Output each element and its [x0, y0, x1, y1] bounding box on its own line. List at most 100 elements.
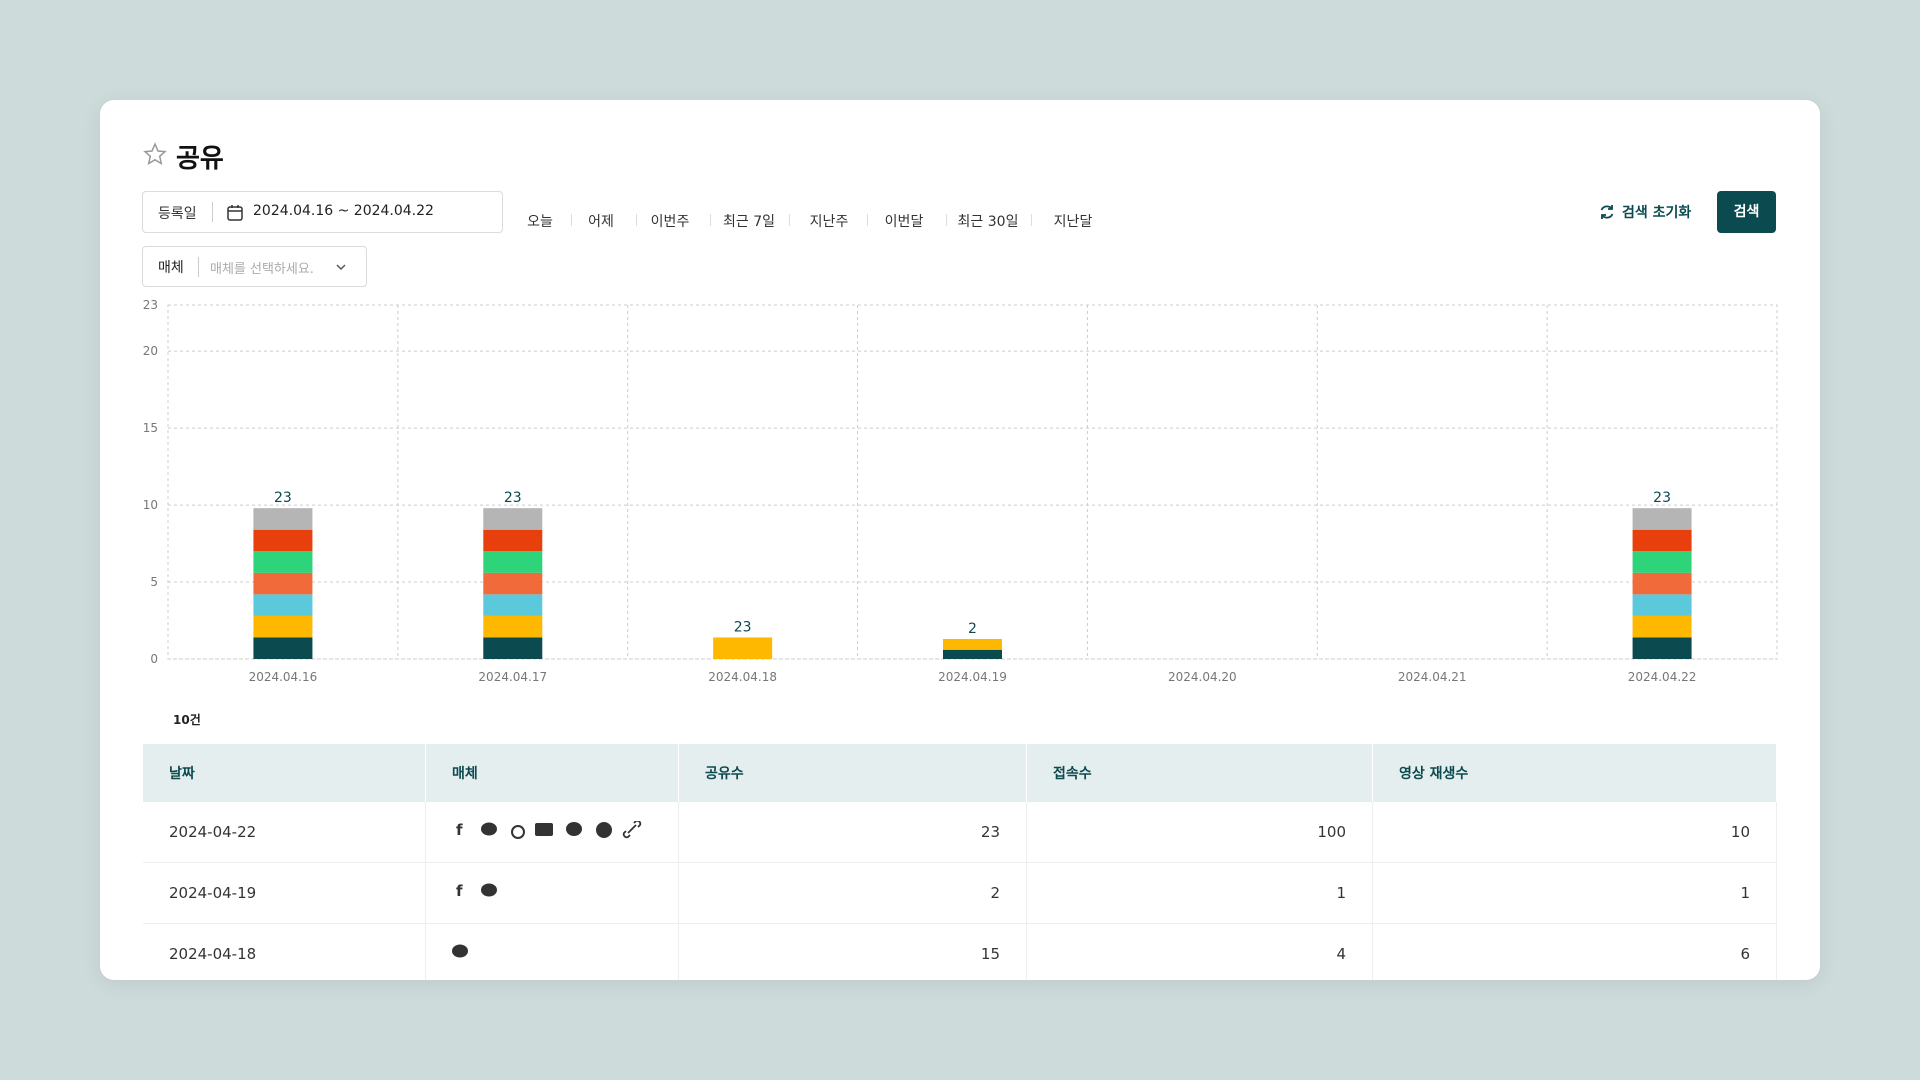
- date-range: 2024.04.16 ~ 2024.04.22: [253, 203, 434, 219]
- bar-segment: [1632, 529, 1692, 552]
- y-tick-label: 5: [150, 575, 158, 589]
- bar-segment: [1632, 615, 1692, 638]
- bar-segment: [1632, 637, 1692, 659]
- bar-segment: [1632, 551, 1692, 573]
- y-tick-label: 10: [143, 498, 158, 512]
- quick-filter[interactable]: 이번주: [650, 214, 690, 230]
- data-label: 23: [1653, 490, 1671, 506]
- bar-segment: [253, 508, 313, 530]
- x-tick-label: 2024.04.22: [1628, 670, 1697, 684]
- search-button[interactable]: 검색: [1717, 191, 1776, 233]
- cell: 2024-04-19: [143, 862, 426, 924]
- quick-filter[interactable]: 이번달: [884, 214, 924, 230]
- bar-segment: [483, 551, 543, 573]
- separator: [709, 214, 711, 226]
- reset-icon: [1600, 205, 1614, 219]
- bar-segment: [253, 615, 313, 638]
- chevron: [336, 264, 346, 271]
- bar-segment: [1632, 572, 1692, 595]
- row: 2024-04-22 f 23 100 10: [143, 802, 1777, 863]
- chart: 0 5 10 15 20 23 2024.04.16 23 2024.04.17 23 2024.0…: [143, 298, 1778, 684]
- media-icons: f: [425, 862, 679, 924]
- header-cell: 접속수: [1026, 744, 1373, 802]
- cell: 2: [678, 862, 1027, 924]
- quick-filter[interactable]: 지난달: [1053, 214, 1093, 230]
- y-tick-label: 15: [143, 421, 158, 435]
- cell: 10: [1372, 802, 1777, 863]
- bar-segment: [713, 637, 773, 659]
- divider: [212, 202, 213, 222]
- date-label: 등록일: [158, 206, 197, 222]
- icons: [452, 944, 468, 958]
- svg-text:f: f: [456, 882, 463, 900]
- separator: [570, 214, 572, 226]
- header-cell: 영상 재생수: [1372, 744, 1777, 802]
- plot-border: [167, 304, 1778, 660]
- data-label: 2: [968, 621, 977, 637]
- x-tick-label: 2024.04.21: [1398, 670, 1467, 684]
- bar-segment: [483, 529, 543, 552]
- y-tick-label: 20: [143, 344, 158, 358]
- y-tick-label: 23: [143, 298, 158, 312]
- cell: 2024-04-18: [143, 923, 426, 980]
- svg-text:f: f: [456, 821, 463, 839]
- separator: [946, 214, 947, 226]
- date-filter[interactable]: 등록일 2024.04.16 ~ 2024.04.22: [142, 191, 503, 233]
- data-label: 23: [734, 619, 752, 635]
- bar-segment: [253, 594, 313, 616]
- table: 날짜 매체 공유수 접속수 영상 재생수 2024-04-22 f 23 100…: [143, 744, 1777, 980]
- quick-filter[interactable]: 오늘: [527, 214, 553, 230]
- cell: 23: [678, 802, 1027, 863]
- data-label: 23: [274, 490, 292, 506]
- media-icons: [425, 923, 679, 980]
- header-cell: 매체: [425, 744, 679, 802]
- cell: 100: [1026, 802, 1373, 863]
- bar-segment: [483, 615, 543, 638]
- divider: [198, 257, 199, 277]
- bar-segment: [253, 529, 313, 552]
- header-cell: 날짜: [143, 744, 426, 802]
- card: 공유 등록일 2024.04.16 ~ 2024.04.22 오늘 어제 이번주 최근…: [100, 100, 1820, 980]
- icons: f: [456, 819, 642, 839]
- cell: 1: [1026, 862, 1373, 924]
- x-tick-label: 2024.04.17: [478, 670, 547, 684]
- bar-segment: [483, 637, 543, 659]
- bar-segment: [253, 637, 313, 659]
- media-icons: f: [425, 802, 679, 863]
- icons: f: [456, 882, 497, 900]
- placeholder: 매체를 선택하세요.: [210, 262, 314, 277]
- reset-button[interactable]: 검색 초기화: [1622, 205, 1692, 221]
- bar-segment: [1632, 508, 1692, 530]
- cell: 6: [1372, 923, 1777, 980]
- x-tick-label: 2024.04.19: [938, 670, 1007, 684]
- bar-segment: [943, 638, 1002, 650]
- calendar-icon: [227, 205, 243, 221]
- media-label: 매체: [158, 260, 184, 276]
- header-row: 날짜 매체 공유수 접속수 영상 재생수: [143, 744, 1777, 802]
- bar-segment: [483, 594, 543, 616]
- bar-segment: [253, 572, 313, 595]
- header-cell: 공유수: [678, 744, 1027, 802]
- bar-segment: [483, 508, 543, 530]
- bar-segment: [483, 572, 543, 595]
- media-select[interactable]: 매체 매체를 선택하세요.: [142, 246, 367, 287]
- quick-filter[interactable]: 어제: [588, 214, 614, 230]
- separator: [635, 214, 637, 226]
- y-tick-label: 0: [150, 652, 158, 666]
- title: 공유: [176, 144, 224, 174]
- quick-filter[interactable]: 최근 30일: [957, 214, 1019, 230]
- separator: [866, 214, 868, 226]
- row: 2024-04-18 15 4 6: [143, 923, 1777, 980]
- cell: 2024-04-22: [143, 802, 426, 863]
- bar-segment: [943, 649, 1002, 659]
- star-icon[interactable]: [143, 142, 167, 166]
- x-tick-label: 2024.04.16: [249, 670, 318, 684]
- quick-filter[interactable]: 지난주: [809, 214, 849, 230]
- quick-filter[interactable]: 최근 7일: [723, 214, 775, 230]
- cell: 1: [1372, 862, 1777, 924]
- data-label: 23: [504, 490, 522, 506]
- x-tick-label: 2024.04.18: [708, 670, 777, 684]
- count: 10건: [173, 713, 201, 727]
- separator: [1030, 214, 1032, 226]
